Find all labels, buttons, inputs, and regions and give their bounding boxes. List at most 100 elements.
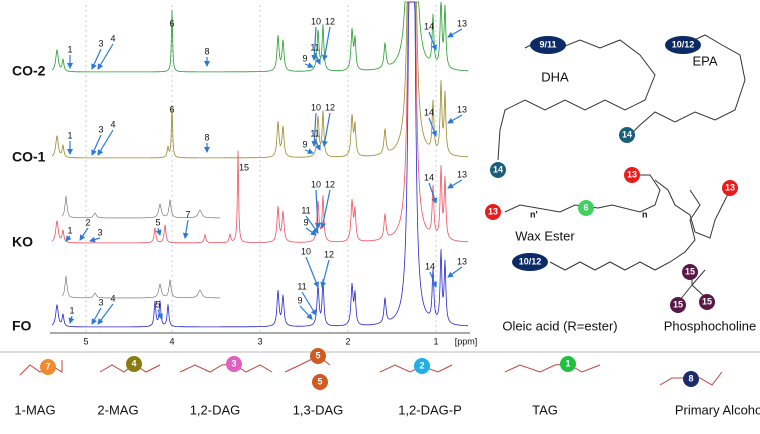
peak-arrow [447,179,463,189]
peak-label: 4 [110,119,115,129]
peak-arrow [89,236,101,243]
badge-label: 15 [702,296,712,306]
badge-label: 13 [488,206,498,216]
peak-arrow [428,182,438,204]
peak-label: 2 [85,217,90,227]
peak-arrow [321,26,331,61]
structure-label: 1,3-DAG [293,402,344,417]
peak-label: 9 [302,139,307,149]
badge [560,356,576,372]
peak-label: 11 [301,205,310,215]
peak-label: 3 [98,124,103,134]
pc-bond [679,284,693,301]
peak-arrow [301,291,317,316]
peak-label: 6 [169,104,174,114]
badge [310,348,326,364]
spectrum-trace [51,1,468,328]
x-tick-label: 3 [257,336,262,346]
peak-arrow [91,48,102,70]
trace-label: KO [12,234,33,250]
peak-label: 1 [67,225,72,235]
structure-label: 1,2-DAG-P [398,402,462,417]
x-tick-label: 2 [345,336,350,346]
peak-arrow [311,26,318,61]
peak-arrow [91,134,102,156]
badge [682,264,698,280]
badge-label: 7 [45,361,50,371]
peak-label: 9 [302,53,307,63]
peak-arrow [320,189,331,229]
peak-label: 10 [311,102,321,112]
structure-label: Oleic acid (R=ester) [502,318,617,333]
peak-label: 13 [457,104,467,114]
badge [226,356,242,372]
peak-arrow [79,227,89,241]
badge [670,297,686,313]
subscript: n' [530,209,538,219]
badge-label: 10/12 [519,256,542,266]
peak-arrow [182,219,189,239]
spectrum-trace [51,1,468,159]
badge-label: 4 [131,358,136,368]
wax-chain [504,174,661,213]
peak-label: 11 [310,128,319,138]
inset-spectrum [61,195,220,219]
peak-label: 13 [457,18,467,28]
peak-label: 14 [424,21,434,31]
peak-label: 1 [67,130,72,140]
peak-arrow [314,189,321,229]
peak-arrow [97,43,114,70]
badge-label: 3 [231,358,236,368]
structure-label: EPA [692,53,717,68]
badge-label: 8 [688,373,693,383]
badge-label: 13 [725,182,735,192]
peak-arrow [447,114,463,124]
peak-label: 11 [310,42,319,52]
peak-label: 7 [185,209,190,219]
peak-label: 11 [297,281,306,291]
peak-label: 13 [457,169,467,179]
badge [624,167,640,183]
peak-label: 12 [325,16,335,26]
badge-label: 1 [565,358,570,368]
wax-chain-2 [654,179,731,239]
badge-label: 5 [317,376,322,386]
peak-arrow [428,117,437,137]
peak-arrow [311,112,318,147]
alcohol [659,371,723,386]
badge [665,36,701,54]
structure-label: TAG [532,402,558,417]
peak-label: 13 [457,256,467,266]
badge [126,356,142,372]
badge-label: 14 [622,129,632,139]
peak-label: 3 [97,227,102,237]
peak-arrow [157,309,163,320]
badge-label: 6 [583,202,588,212]
badge [683,371,699,387]
structure-label: Phosphocholine [664,318,757,333]
trace-label: CO-1 [12,149,46,165]
badge-label: 15 [673,299,683,309]
badge-label: 15 [685,266,695,276]
peak-label: 10 [301,246,311,256]
peak-label: 1 [67,44,72,54]
structure-label: 1-MAG [14,402,55,417]
peak-arrow [97,129,114,156]
badge [619,127,635,143]
x-tick-label: 4 [169,336,174,346]
peak-label: 10 [311,16,321,26]
peak-arrow [321,112,331,147]
badge [40,359,56,375]
peak-label: 14 [424,107,434,117]
structure-label: Primary Alcohol [675,402,760,417]
peak-label: 14 [424,172,434,182]
structure-label: 2-MAG [97,402,138,417]
peak-label: 3 [98,297,103,307]
peak-arrow [320,259,330,288]
x-tick-label: 1 [433,336,438,346]
badge-label: 9/11 [539,39,556,49]
trace-label: FO [12,318,32,334]
peak-label: 12 [325,102,335,112]
inset-spectrum [61,275,220,299]
x-axis-unit: [ppm] [455,336,478,346]
